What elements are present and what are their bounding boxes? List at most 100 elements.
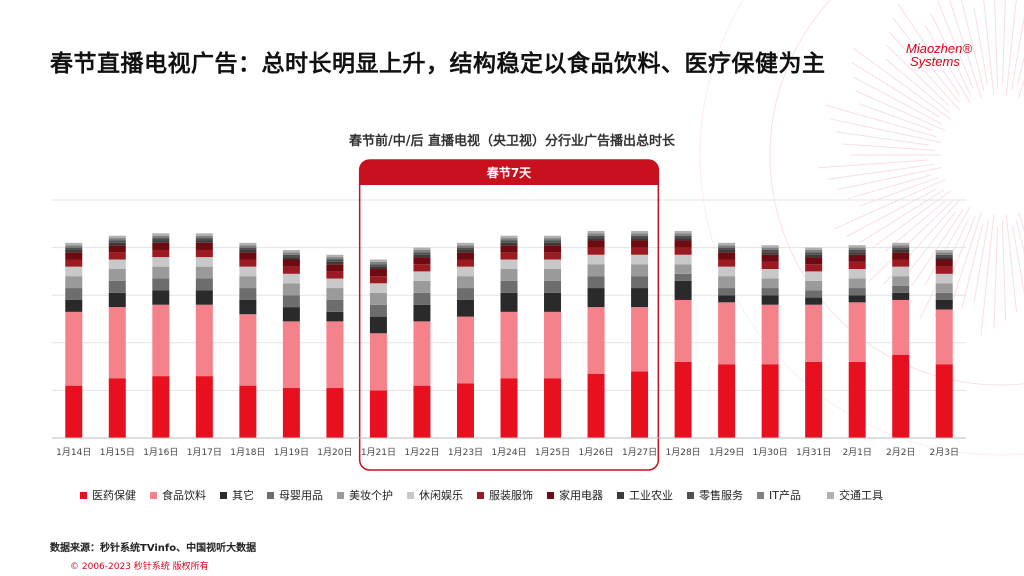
x-tick-label: 1月31日	[796, 447, 831, 458]
bar-segment	[892, 245, 910, 248]
bar-segment	[195, 242, 213, 250]
sunburst-ray	[818, 159, 929, 169]
bar-segment	[631, 254, 649, 265]
sunburst-ray	[846, 188, 937, 238]
x-tick-label: 1月25日	[535, 447, 570, 458]
bar-segment	[892, 247, 910, 250]
bar-segment	[65, 311, 83, 386]
sunburst-ray	[847, 174, 931, 200]
sunburst-ring	[699, 0, 1024, 456]
bar-segment	[674, 230, 692, 234]
bar-segment	[848, 361, 866, 438]
bar-segment	[805, 271, 823, 281]
bar-segment	[631, 240, 649, 248]
sunburst-ray	[858, 103, 933, 131]
chart-title: 春节前/中/后 直播电视（央卫视）分行业广告播出总时长	[348, 133, 676, 149]
x-tick-label: 1月30日	[753, 447, 788, 458]
bar-segment	[413, 252, 431, 255]
bar-segment	[631, 235, 649, 239]
x-tick-label: 1月16日	[143, 447, 178, 458]
bar-segment	[413, 247, 431, 250]
bar-segment	[935, 283, 953, 293]
sunburst-ray	[983, 0, 995, 96]
sunburst-ring	[769, 0, 1024, 386]
bar-segment	[152, 233, 170, 236]
bar-segment	[500, 252, 518, 260]
bar-segment	[892, 266, 910, 277]
sunburst-ray	[842, 143, 935, 151]
bar-segment	[326, 311, 344, 322]
bar-segment	[500, 245, 518, 253]
sunburst-ray	[924, 24, 971, 104]
bar-segment	[369, 264, 387, 267]
bar-segment	[239, 314, 257, 386]
x-tick-label: 1月26日	[578, 447, 613, 458]
bar-segment	[239, 266, 257, 277]
bar-segment	[239, 245, 257, 248]
bar-segment	[761, 364, 779, 438]
legend-swatch	[617, 492, 624, 499]
bar-segment	[239, 247, 257, 250]
legend-label: 工业农业	[629, 488, 673, 502]
bar-segment	[326, 254, 344, 258]
bar-segment	[195, 376, 213, 438]
bar-segment	[587, 288, 605, 308]
sunburst-ray	[924, 206, 971, 286]
x-tick-label: 1月24日	[491, 447, 526, 458]
bar-segment	[805, 297, 823, 305]
bar-segment	[369, 261, 387, 265]
bar-segment	[892, 292, 910, 300]
bar-segment	[544, 235, 562, 239]
bar-segment	[456, 252, 474, 260]
bar-segment	[239, 385, 257, 438]
bar-segment	[195, 304, 213, 377]
bar-segment	[326, 271, 344, 279]
bar-segment	[195, 249, 213, 258]
sunburst-ray	[892, 17, 960, 104]
bar-segment	[935, 252, 953, 255]
bar-segment	[761, 288, 779, 296]
bar-segment	[413, 271, 431, 281]
sunburst-ray	[858, 189, 945, 244]
bar-segment	[848, 254, 866, 262]
bar-segment	[587, 307, 605, 374]
logo-line-1: Miaozhen®	[906, 41, 972, 56]
sunburst-ray	[897, 3, 961, 96]
legend-label: 零售服务	[699, 488, 743, 502]
bar-segment	[65, 245, 83, 248]
legend-label: 医药保健	[92, 488, 136, 502]
bar-segment	[935, 249, 953, 253]
bar-segment	[456, 249, 474, 253]
bar-segment	[718, 247, 736, 250]
bar-segment	[108, 378, 126, 438]
bar-segment	[108, 307, 126, 379]
sunburst-ray	[980, 214, 995, 337]
bar-segment	[65, 252, 83, 260]
bar-segment	[892, 299, 910, 355]
bar-segment	[369, 292, 387, 305]
bar-segment	[152, 257, 170, 267]
legend-label: 服装服饰	[489, 488, 533, 502]
bar-segment	[500, 378, 518, 438]
sunburst-ray	[853, 76, 942, 125]
bar-segment	[413, 385, 431, 438]
bar-segment	[239, 259, 257, 267]
bar-segment	[805, 280, 823, 291]
bar-segment	[65, 249, 83, 253]
bar-segment	[413, 257, 431, 265]
bar-segment	[326, 299, 344, 312]
bar-segment	[848, 252, 866, 255]
x-tick-label: 1月28日	[666, 447, 701, 458]
bar-segment	[544, 245, 562, 253]
sunburst-ray	[835, 131, 929, 146]
data-source-note: 数据来源：秒针系统TVinfo、中国视听大数据	[50, 543, 257, 554]
bar-segment	[282, 252, 300, 255]
bar-segment	[761, 295, 779, 305]
bar-segment	[892, 259, 910, 267]
bar-segment	[369, 390, 387, 438]
sunburst-ray	[888, 31, 961, 111]
sunburst-ray	[993, 226, 998, 329]
bar-segment	[587, 247, 605, 255]
bar-segment	[108, 235, 126, 239]
